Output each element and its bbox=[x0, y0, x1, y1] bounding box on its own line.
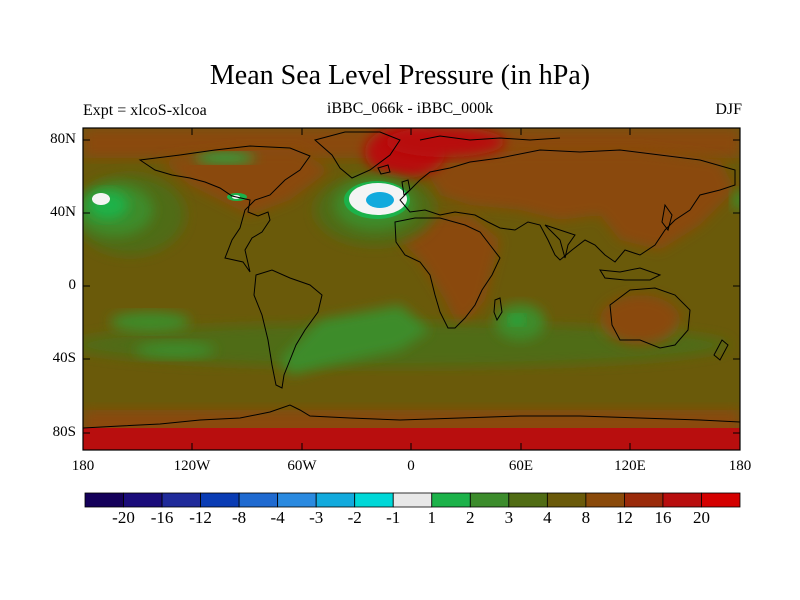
colorbar-swatch bbox=[354, 492, 394, 508]
colorbar-swatch bbox=[84, 492, 124, 508]
colorbar-label: 20 bbox=[692, 508, 710, 527]
lat-tick-label: 80N bbox=[50, 131, 76, 147]
colorbar-swatch bbox=[701, 492, 741, 508]
season-label: DJF bbox=[715, 101, 742, 118]
lon-tick-label: 180 bbox=[728, 458, 752, 474]
africa-high bbox=[400, 215, 500, 330]
colorbar-label: 12 bbox=[615, 508, 633, 527]
colorbar-label: 2 bbox=[466, 508, 475, 527]
colorbar-label: -3 bbox=[309, 508, 324, 527]
colorbar-swatch bbox=[469, 492, 510, 508]
lon-tick-label: 0 bbox=[407, 458, 415, 474]
lon-tick-label: 60W bbox=[287, 458, 317, 474]
lat-tick-label: 40N bbox=[50, 204, 76, 220]
colorbar-label: -16 bbox=[150, 508, 174, 527]
lat-tick-label: 80S bbox=[52, 424, 76, 440]
colorbar-swatch bbox=[315, 492, 356, 508]
colorbar bbox=[84, 492, 741, 508]
colorbar-label: 8 bbox=[581, 508, 591, 527]
colorbar-label: -1 bbox=[386, 508, 401, 527]
colorbar-swatch bbox=[123, 492, 163, 508]
colorbar-label: 3 bbox=[504, 508, 514, 527]
colorbar-swatch bbox=[238, 492, 279, 508]
colorbar-label: -20 bbox=[112, 508, 135, 527]
colorbar-swatch bbox=[546, 492, 587, 508]
lon-tick-label: 120E bbox=[614, 458, 646, 474]
colorbar-swatch bbox=[585, 492, 625, 508]
colorbar-swatch bbox=[200, 492, 240, 508]
colorbar-label: -12 bbox=[189, 508, 212, 527]
colorbar-label: -8 bbox=[232, 508, 247, 527]
lon-tick-label: 60E bbox=[508, 458, 534, 474]
colorbar-label: 1 bbox=[427, 508, 437, 527]
colorbar-label: 16 bbox=[654, 508, 672, 527]
map-title: Mean Sea Level Pressure (in hPa) bbox=[209, 60, 591, 91]
colorbar-swatch bbox=[624, 492, 664, 508]
lon-tick-label: 120W bbox=[173, 458, 211, 474]
colorbar-swatch bbox=[392, 492, 433, 508]
lat-tick-label: 40S bbox=[52, 350, 76, 366]
colorbar-label: -2 bbox=[347, 508, 362, 527]
colorbar-label: 4 bbox=[543, 508, 552, 527]
difference-label: iBBC_066k - iBBC_000k bbox=[326, 100, 494, 117]
colorbar-swatch bbox=[431, 492, 471, 508]
eurasia-high bbox=[420, 150, 735, 250]
lat-tick-label: 0 bbox=[68, 277, 77, 293]
coastlines bbox=[83, 131, 740, 429]
experiment-label: Expt = xlcoS-xlcoa bbox=[83, 102, 207, 119]
colorbar-swatch bbox=[161, 492, 201, 508]
colorbar-swatch bbox=[508, 492, 548, 508]
colorbar-swatch bbox=[662, 492, 702, 508]
axis-ticks bbox=[82, 128, 741, 450]
colorbar-label: -4 bbox=[270, 508, 285, 527]
colorbar-swatch bbox=[277, 492, 317, 508]
north-america-high bbox=[160, 150, 330, 215]
lon-tick-label: 180 bbox=[71, 458, 95, 474]
